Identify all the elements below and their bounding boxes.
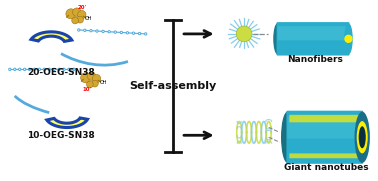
Circle shape [19, 68, 21, 71]
Polygon shape [31, 32, 72, 41]
FancyBboxPatch shape [287, 111, 363, 164]
Circle shape [81, 73, 91, 83]
Circle shape [96, 30, 98, 32]
Text: OH: OH [85, 16, 93, 21]
Circle shape [84, 29, 86, 31]
Circle shape [53, 68, 55, 71]
Circle shape [102, 30, 104, 33]
Circle shape [77, 16, 84, 23]
Circle shape [73, 68, 75, 71]
Circle shape [345, 35, 352, 42]
Circle shape [72, 17, 79, 24]
Circle shape [87, 72, 96, 80]
Circle shape [33, 68, 36, 71]
FancyBboxPatch shape [277, 26, 349, 40]
Text: 20-OEG-SN38: 20-OEG-SN38 [27, 68, 95, 77]
Circle shape [9, 68, 11, 71]
Text: Nanofibers: Nanofibers [287, 55, 343, 64]
Circle shape [63, 68, 65, 71]
Circle shape [138, 32, 141, 35]
Ellipse shape [359, 126, 366, 148]
Circle shape [73, 8, 81, 16]
Circle shape [28, 68, 31, 71]
Ellipse shape [273, 23, 282, 55]
Polygon shape [47, 118, 88, 127]
Circle shape [132, 32, 135, 34]
FancyBboxPatch shape [290, 115, 360, 122]
Circle shape [38, 68, 40, 71]
Circle shape [48, 68, 50, 71]
Circle shape [91, 80, 98, 87]
FancyBboxPatch shape [290, 153, 360, 158]
Circle shape [108, 31, 110, 33]
Circle shape [90, 30, 92, 32]
Text: Giant nanotubes: Giant nanotubes [285, 163, 369, 172]
Circle shape [23, 68, 26, 71]
Circle shape [14, 68, 16, 71]
Circle shape [120, 31, 122, 34]
Circle shape [43, 68, 45, 71]
Circle shape [77, 29, 80, 31]
FancyBboxPatch shape [287, 117, 362, 138]
Ellipse shape [357, 121, 368, 153]
Text: 10': 10' [82, 87, 91, 92]
Text: 20': 20' [77, 5, 86, 10]
Circle shape [77, 10, 86, 19]
Circle shape [68, 68, 70, 71]
FancyBboxPatch shape [277, 22, 349, 56]
Circle shape [92, 74, 101, 83]
Ellipse shape [281, 112, 294, 163]
Circle shape [126, 32, 129, 34]
Ellipse shape [355, 112, 370, 163]
Text: 10-OEG-SN38: 10-OEG-SN38 [27, 131, 95, 140]
Circle shape [114, 31, 116, 33]
Circle shape [58, 68, 60, 71]
Circle shape [144, 33, 147, 35]
Circle shape [66, 9, 76, 19]
Circle shape [87, 81, 93, 88]
Circle shape [236, 26, 252, 42]
Text: Self-assembly: Self-assembly [130, 81, 217, 91]
Ellipse shape [344, 23, 353, 55]
Text: OH: OH [100, 80, 107, 85]
